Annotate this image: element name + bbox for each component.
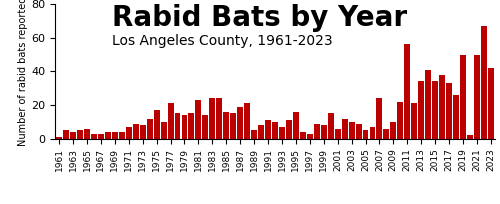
Bar <box>334 129 340 139</box>
Bar <box>279 127 285 139</box>
Bar <box>119 132 125 139</box>
Bar <box>196 100 202 139</box>
Bar <box>258 125 264 139</box>
Y-axis label: Number of rabid bats reported: Number of rabid bats reported <box>18 0 28 146</box>
Bar <box>230 113 236 139</box>
Bar <box>384 129 390 139</box>
Bar <box>314 124 320 139</box>
Bar <box>453 95 459 139</box>
Bar <box>216 98 222 139</box>
Bar <box>432 81 438 139</box>
Bar <box>168 103 173 139</box>
Bar <box>140 125 145 139</box>
Bar <box>293 112 299 139</box>
Bar <box>307 134 313 139</box>
Text: Rabid Bats by Year: Rabid Bats by Year <box>112 4 408 32</box>
Bar <box>418 81 424 139</box>
Bar <box>91 134 97 139</box>
Bar <box>404 44 410 139</box>
Text: Los Angeles County, 1961-2023: Los Angeles County, 1961-2023 <box>112 34 333 48</box>
Bar <box>439 75 445 139</box>
Bar <box>56 137 62 139</box>
Bar <box>474 54 480 139</box>
Bar <box>133 124 138 139</box>
Bar <box>425 70 431 139</box>
Bar <box>348 122 354 139</box>
Bar <box>154 110 160 139</box>
Bar <box>376 98 382 139</box>
Bar <box>398 102 404 139</box>
Bar <box>112 132 118 139</box>
Bar <box>182 115 188 139</box>
Bar <box>467 135 473 139</box>
Bar <box>160 122 166 139</box>
Bar <box>224 112 229 139</box>
Bar <box>362 130 368 139</box>
Bar <box>84 129 90 139</box>
Bar <box>390 122 396 139</box>
Bar <box>105 132 111 139</box>
Bar <box>188 113 194 139</box>
Bar <box>70 132 76 139</box>
Bar <box>412 103 417 139</box>
Bar <box>460 54 466 139</box>
Bar <box>321 125 326 139</box>
Bar <box>146 119 152 139</box>
Bar <box>244 103 250 139</box>
Bar <box>342 119 347 139</box>
Bar <box>488 68 494 139</box>
Bar <box>328 113 334 139</box>
Bar <box>272 122 278 139</box>
Bar <box>251 130 257 139</box>
Bar <box>237 107 243 139</box>
Bar <box>286 120 292 139</box>
Bar <box>265 120 271 139</box>
Bar <box>210 98 216 139</box>
Bar <box>98 134 104 139</box>
Bar <box>126 127 132 139</box>
Bar <box>174 113 180 139</box>
Bar <box>77 130 83 139</box>
Bar <box>481 26 487 139</box>
Bar <box>356 124 362 139</box>
Bar <box>370 127 376 139</box>
Bar <box>202 115 208 139</box>
Bar <box>300 132 306 139</box>
Bar <box>63 130 69 139</box>
Bar <box>446 83 452 139</box>
